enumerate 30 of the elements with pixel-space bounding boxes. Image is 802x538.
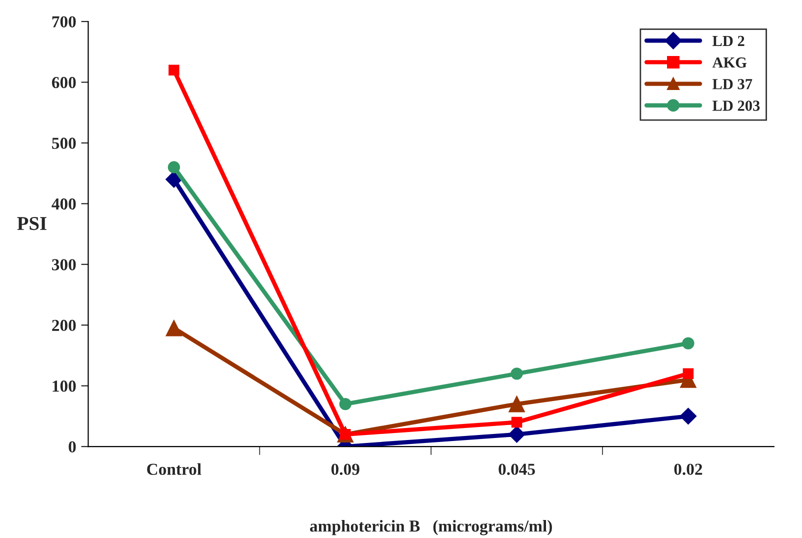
y-tick-label: 700 [52, 16, 76, 28]
point [166, 320, 182, 336]
y-axis-title: PSI [17, 217, 46, 230]
point [168, 64, 180, 76]
point [680, 408, 697, 425]
point [511, 416, 522, 428]
point [166, 171, 182, 188]
y-tick-label: 200 [52, 320, 76, 332]
point [168, 161, 180, 174]
point [508, 396, 525, 412]
y-tick-label: 600 [52, 76, 76, 88]
legend-label: AKG [712, 57, 747, 68]
legend-label: LD 2 [712, 36, 744, 46]
x-tick-label: 0.045 [498, 464, 535, 476]
legend-label: LD 203 [712, 100, 760, 111]
x-tick-label: 0.02 [674, 464, 702, 476]
x-tick-label: Control [147, 463, 202, 475]
legend-label: LD 37 [712, 79, 752, 90]
point [682, 368, 694, 380]
point [508, 426, 526, 443]
y-tick-label: 0 [68, 441, 76, 452]
y-tick-label: 100 [52, 380, 76, 392]
y-tick-label: 500 [52, 138, 76, 149]
y-tick-label: 400 [52, 198, 76, 210]
point [339, 398, 352, 410]
y-tick-label: 300 [52, 259, 76, 270]
point [510, 368, 523, 380]
point [682, 337, 694, 350]
x-tick-label: 0.09 [331, 464, 360, 476]
x-axis-title: amphotericin B (micrograms/ml) [310, 520, 552, 536]
